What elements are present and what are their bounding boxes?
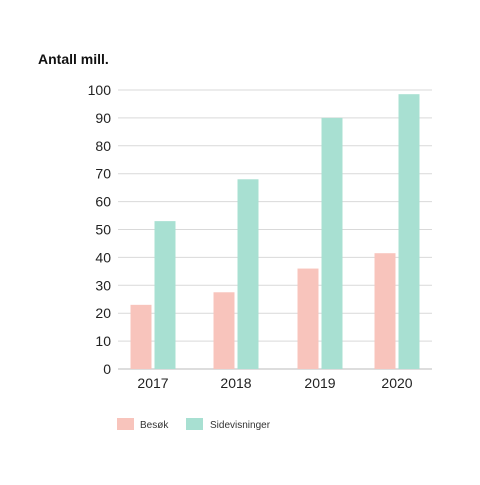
legend-swatch-sidevisninger xyxy=(186,418,203,430)
y-tick-label: 20 xyxy=(95,305,111,321)
bar-sidevisninger-2017 xyxy=(154,221,176,369)
bar-sidevisninger-2019 xyxy=(321,117,343,370)
y-tick-label: 90 xyxy=(95,110,111,126)
y-tick-label: 60 xyxy=(95,194,111,210)
x-tick-label: 2017 xyxy=(137,375,168,391)
legend-label-sidevisninger: Sidevisninger xyxy=(210,420,271,431)
x-tick-label: 2019 xyxy=(304,375,335,391)
x-tick-label: 2018 xyxy=(220,375,251,391)
bar-besok-2017 xyxy=(130,304,152,369)
legend-label-besok: Besøk xyxy=(140,420,169,431)
legend: Besøk Sidevisninger xyxy=(117,418,271,431)
y-tick-labels: 0 10 20 30 40 50 60 70 80 90 100 xyxy=(88,82,112,377)
bars xyxy=(130,94,420,370)
bar-sidevisninger-2020 xyxy=(398,94,420,369)
y-tick-label: 10 xyxy=(95,333,111,349)
y-tick-label: 80 xyxy=(95,138,111,154)
bar-sidevisninger-2018 xyxy=(237,179,259,369)
bar-besok-2018 xyxy=(213,292,235,369)
x-tick-labels: 2017 2018 2019 2020 xyxy=(137,375,412,391)
y-tick-label: 100 xyxy=(88,82,112,98)
y-tick-label: 40 xyxy=(95,249,111,265)
y-tick-label: 0 xyxy=(103,361,111,377)
bar-besok-2020 xyxy=(374,253,396,369)
y-tick-label: 30 xyxy=(95,277,111,293)
y-tick-label: 70 xyxy=(95,166,111,182)
bar-besok-2019 xyxy=(297,268,319,369)
y-axis-title: Antall mill. xyxy=(38,51,109,67)
x-tick-label: 2020 xyxy=(381,375,412,391)
y-tick-label: 50 xyxy=(95,222,111,238)
legend-swatch-besok xyxy=(117,418,134,430)
